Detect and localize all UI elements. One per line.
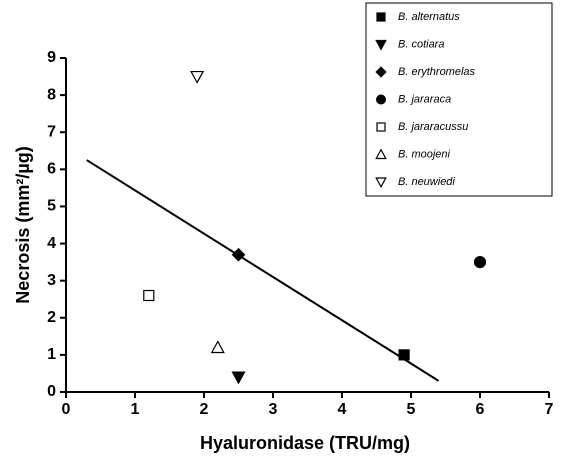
legend-label: B. jararacussu bbox=[398, 121, 468, 133]
y-tick-label: 2 bbox=[47, 309, 56, 326]
point bbox=[473, 256, 487, 269]
y-tick-label: 7 bbox=[47, 123, 56, 140]
x-tick-label: 5 bbox=[407, 401, 416, 418]
x-tick-label: 4 bbox=[338, 401, 347, 418]
y-tick-label: 0 bbox=[47, 383, 56, 400]
y-tick-label: 6 bbox=[47, 161, 56, 178]
x-tick-label: 6 bbox=[476, 401, 485, 418]
y-tick-label: 1 bbox=[47, 346, 56, 363]
legend-box bbox=[365, 2, 553, 197]
y-tick-label: 3 bbox=[47, 272, 56, 289]
legend-marker bbox=[375, 148, 387, 160]
legend-label: B. neuwiedi bbox=[398, 176, 455, 188]
legend-marker bbox=[376, 122, 386, 132]
y-tick-label: 4 bbox=[47, 235, 56, 252]
legend-marker bbox=[375, 66, 387, 78]
point bbox=[143, 289, 155, 302]
y-tick-label: 8 bbox=[47, 86, 56, 103]
fit-line bbox=[86, 159, 440, 382]
x-tick-label: 0 bbox=[62, 401, 71, 418]
legend-marker bbox=[375, 39, 387, 51]
y-axis-label: Necrosis (mm²/µg) bbox=[13, 146, 33, 303]
legend-label: B. erythromelas bbox=[398, 66, 476, 78]
y-tick-label: 5 bbox=[47, 198, 56, 215]
legend-label: B. moojeni bbox=[398, 148, 451, 160]
legend-marker bbox=[376, 94, 387, 105]
point bbox=[231, 247, 246, 262]
point bbox=[398, 349, 410, 361]
point bbox=[231, 371, 246, 385]
legend-marker bbox=[375, 177, 387, 189]
legend-label: B. alternatus bbox=[398, 11, 460, 23]
legend-label: B. cotiara bbox=[398, 38, 444, 50]
y-tick-label: 9 bbox=[47, 49, 56, 66]
x-axis-label: Hyaluronidase (TRU/mg) bbox=[200, 433, 410, 453]
x-tick-label: 2 bbox=[200, 401, 209, 418]
point bbox=[190, 70, 205, 84]
x-tick-label: 1 bbox=[131, 401, 140, 418]
point bbox=[210, 340, 225, 354]
legend-marker bbox=[376, 12, 386, 22]
x-tick-label: 3 bbox=[269, 401, 278, 418]
x-tick-label: 7 bbox=[545, 401, 554, 418]
legend-label: B. jararaca bbox=[398, 93, 451, 105]
